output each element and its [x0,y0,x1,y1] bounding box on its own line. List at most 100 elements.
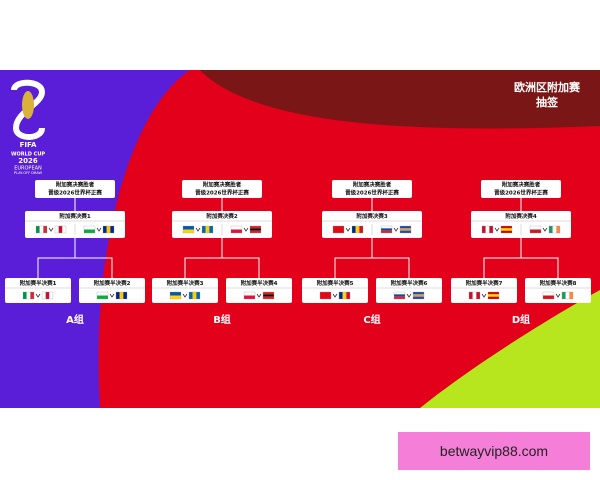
flag-stripe [381,230,392,233]
flag-stripe [413,296,424,299]
flag-stripe [84,226,95,230]
flag-stripe [116,292,120,299]
winner-text: 附加赛决赛胜者 [353,181,392,189]
flag-stripe [476,292,480,299]
watermark: betwayvip88.com [398,432,590,470]
title: 欧洲区附加赛 [514,80,581,94]
flag-stripe [320,292,331,296]
flag-stripe [394,294,405,297]
flag-stripe [209,226,213,233]
winner-box [481,180,561,198]
versus-icon [35,293,41,298]
flag-stripe [472,292,477,299]
flag-border [96,291,109,300]
flag-border [548,225,561,234]
connector [483,238,559,278]
flag-stripe [43,226,47,233]
flag-border [468,291,481,300]
flag-border [319,291,332,300]
flag-border [201,225,214,234]
logo-year: 2026 [18,157,38,165]
flag-stripe [119,292,124,299]
flag-stripe [488,292,499,295]
flag-stripe [97,292,108,296]
flag-border [487,291,500,300]
semi-label: 附加赛半决赛7 [466,279,503,287]
winner-text: 附加赛决赛胜者 [502,181,541,189]
versus-icon [345,227,351,232]
flag-border [399,225,412,234]
bg-red [98,70,600,408]
flag-stripe [103,226,107,233]
flag-stripe [244,292,255,296]
flag-stripe [381,226,392,229]
flag-border [230,225,243,234]
winner-box [332,180,412,198]
flag-stripe [23,292,27,299]
logo-line: PLAY-OFF DRAW [14,171,42,175]
flag-stripe [183,229,194,233]
semi-box [152,278,218,303]
flag-stripe [549,226,553,233]
flag-stripe [342,292,347,299]
winner-text: 晋级2026世界杯正赛 [195,189,249,197]
connector [334,238,410,278]
winner-box [182,180,262,198]
flag-stripe [565,292,570,299]
semi-box [451,278,517,303]
semi-box [5,278,71,303]
flag-stripe [196,292,200,299]
logo: FIFA WORLD CUP 2026 EUROPEAN PLAY-OFF DR… [11,79,45,175]
flag-stripe [110,226,114,233]
flag-stripe [485,226,490,233]
flag-stripe [84,229,95,233]
semi-box [525,278,591,303]
flag-stripe [488,294,499,297]
logo-line: EUROPEAN [14,166,42,172]
versus-icon [332,293,338,298]
flag-stripe [501,228,512,231]
versus-icon [256,293,262,298]
flag-border [249,225,262,234]
flag-stripe [394,292,405,295]
flag-border [169,291,182,300]
flag-stripe [202,226,206,233]
connector [37,238,113,278]
flag-border [188,291,201,300]
flag-stripe [39,226,44,233]
flag-stripe [250,226,261,229]
flag-stripe [106,226,111,233]
flag-stripe [400,226,411,229]
flag-stripe [26,292,31,299]
logo-line: WORLD CUP [11,152,45,158]
flag-border [338,291,351,300]
flag-stripe [62,226,66,233]
flag-stripe [355,226,360,233]
flag-stripe [231,226,242,230]
flag-stripe [333,226,344,230]
flag-border [83,225,96,234]
flag-border [380,225,393,234]
versus-icon [195,227,201,232]
flag-border [393,291,406,300]
bg-maroon [200,70,600,129]
semi-box [226,278,292,303]
flag-stripe [488,296,499,299]
flag-stripe [501,226,512,229]
versus-icon [182,293,188,298]
flag-stripe [552,226,557,233]
flag-stripe [530,229,541,233]
flag-stripe [189,292,193,299]
flag-stripe [192,292,197,299]
flag-stripe [381,228,392,231]
versus-icon [109,293,115,298]
flag-border [529,225,542,234]
flag-border [41,291,54,300]
flag-border [481,225,494,234]
flag-border [102,225,115,234]
semi-label: 附加赛半决赛4 [241,279,278,287]
semi-box [302,278,368,303]
flag-stripe [413,292,424,295]
flag-stripe [170,292,181,296]
flag-stripe [543,292,554,296]
